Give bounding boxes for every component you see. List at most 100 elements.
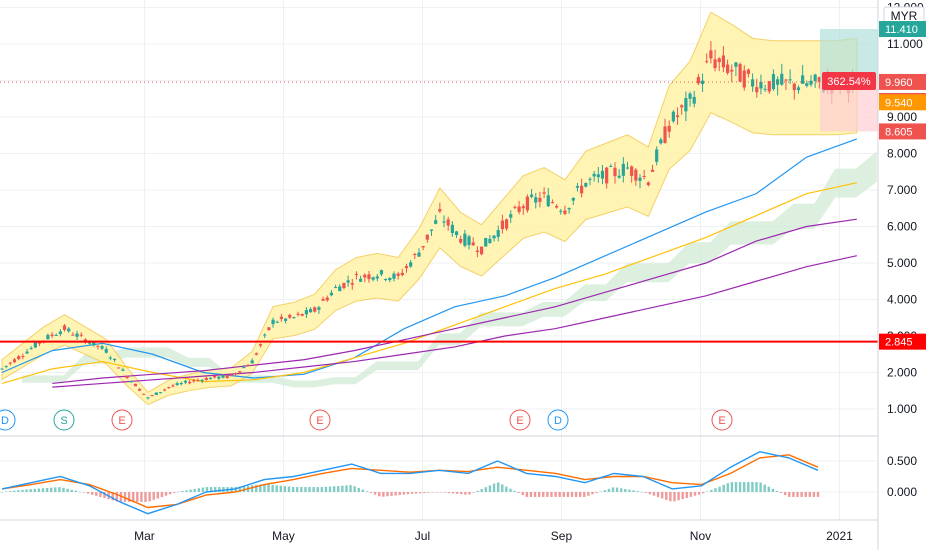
candle-body [559,210,563,212]
candle-body [571,197,575,201]
macd-histogram-bar [533,492,537,497]
macd-histogram-bar [349,485,352,492]
macd-histogram-bar [595,492,598,493]
event-marker-split[interactable]: S [53,409,75,431]
time-axis-label: Jul [415,529,430,543]
candle-body [734,62,738,67]
macd-histogram-bar [70,489,73,492]
macd-histogram-bar [136,492,139,502]
macd-histogram-bar [656,492,660,498]
event-marker-earnings[interactable]: E [111,409,133,431]
event-marker-dividend[interactable]: D [0,409,16,431]
candle-body [600,170,605,179]
candle-body [300,313,304,316]
macd-histogram-bar [517,492,520,493]
candle-body [605,167,609,184]
candle-body [225,375,229,378]
candle-body [54,334,58,336]
candle-body [813,74,817,82]
macd-histogram-bar [550,492,553,497]
candle-body [392,273,396,279]
macd-histogram-bar [742,482,746,492]
candle-body [375,276,379,279]
macd-histogram-bar [660,492,664,499]
candle-body [688,93,692,99]
time-axis[interactable]: Mar May Jul Sep Nov 2021 [134,529,853,543]
candle-body [450,224,454,233]
macd-histogram-bar [607,488,611,492]
candle-body [509,214,513,218]
event-marker-earnings[interactable]: E [509,409,531,431]
price-axis-label: 8.000 [887,147,917,161]
candle-body [233,373,238,375]
candle-body [709,50,713,59]
candle-body [379,270,384,275]
event-marker-dividend[interactable]: D [547,409,569,431]
candle-body [79,334,83,336]
event-marker-earnings[interactable]: E [309,409,331,431]
candle-body [263,334,267,336]
macd-histogram-bar [542,492,545,497]
candles [0,41,855,400]
price-tag-label: 2.845 [885,337,913,349]
candle-body [334,287,338,289]
candle-body [279,316,283,320]
macd-histogram-bar [755,482,758,492]
macd-histogram-bar [164,492,168,496]
price-axis-label: 1.000 [887,402,917,416]
macd-histogram-bar [673,492,676,502]
stop-zone[interactable] [820,81,878,132]
macd-histogram-bar [78,491,82,493]
candle-body [780,73,784,85]
macd-histogram-bar [328,486,332,492]
candle-body [467,236,471,246]
candle-body [667,125,671,132]
candle-body [217,376,221,379]
candle-body [538,197,542,202]
macd-histogram-bar [234,486,237,492]
macd-histogram-bar [496,482,500,492]
event-marker-earnings[interactable]: E [711,409,733,431]
macd-histogram-bar [460,492,463,495]
macd-histogram-bar [275,485,278,492]
macd-histogram-bar [796,492,799,497]
candle-body [434,220,438,224]
macd-histogram-bar [443,492,447,493]
macd-histogram-bar [738,482,742,492]
candle-body [46,334,50,340]
macd-histogram-bar [267,484,270,492]
macd-histogram-bar [730,482,734,492]
macd-histogram-bar [509,488,512,492]
candle-body [438,209,442,212]
price-tag-bg [879,73,926,90]
macd-histogram-bar [99,492,102,497]
macd-histogram-bar [13,490,16,492]
macd-axis[interactable]: 0.500 0.000 [887,454,917,499]
price-tag-label: 11.410 [885,24,918,36]
candle-body [751,79,755,87]
candle-body [521,206,525,209]
candle-body [655,149,659,162]
macd-histogram-bar [45,487,49,492]
candle-body [4,365,8,367]
macd-histogram-bar [636,491,639,492]
candle-body [87,342,92,344]
candle-body [221,375,225,378]
candle-body [117,367,121,369]
candle-body [200,379,204,382]
candle-body [638,177,642,181]
macd-histogram-bar [152,492,155,500]
macd-histogram-bar [513,490,516,492]
macd-histogram-bar [431,492,434,493]
candle-body [258,344,263,346]
macd-histogram-bar [332,486,336,492]
candle-body [238,371,242,373]
macd-histogram-bar [324,486,328,492]
candle-body [801,75,805,84]
candle-body [746,69,751,74]
candle-body [584,182,588,187]
candle-body [459,238,463,243]
macd-histogram-bar [398,492,401,496]
